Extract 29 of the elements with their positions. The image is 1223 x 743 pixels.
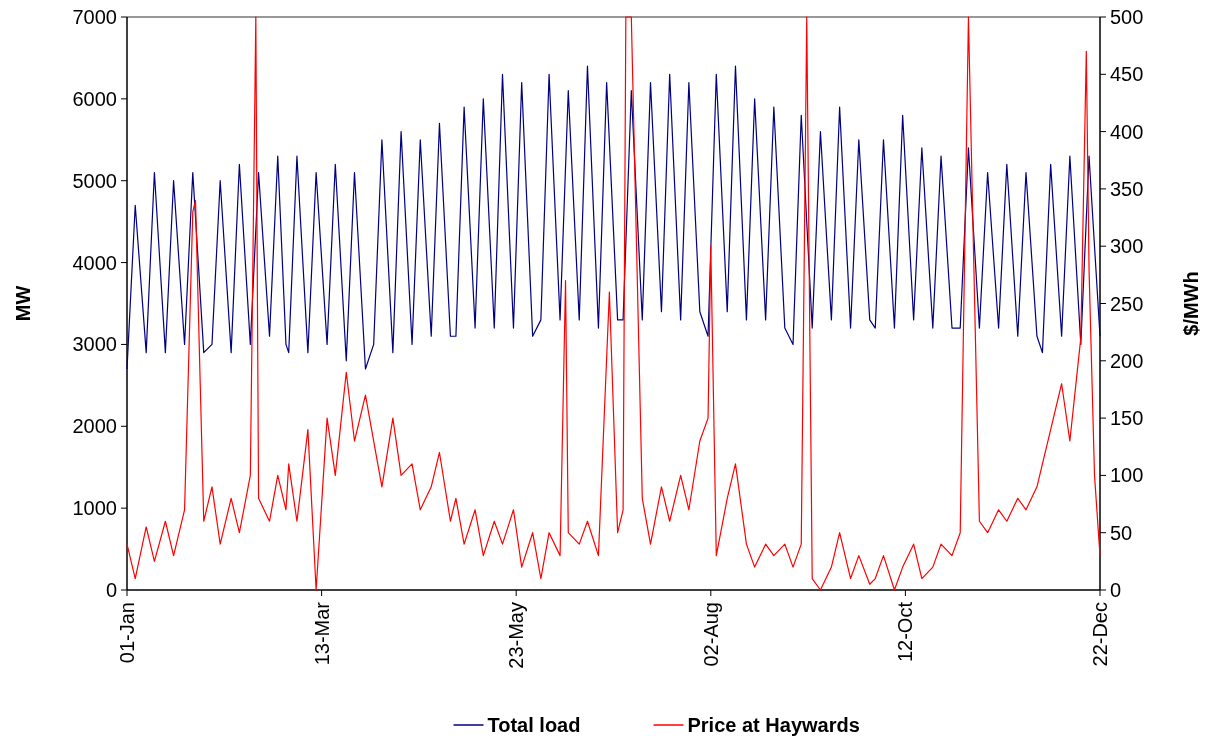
x-tick-label: 23-May — [505, 602, 528, 669]
y2-tick-label: 150 — [1110, 407, 1144, 430]
legend-label: Total load — [487, 714, 581, 736]
y-tick-label: 1000 — [72, 497, 117, 520]
y-tick-label: 4000 — [72, 251, 117, 274]
y-tick-label: 7000 — [72, 6, 117, 28]
x-tick-label: 13-Mar — [310, 601, 333, 666]
y-tick-label: 5000 — [72, 169, 117, 192]
y-axis-title: MW — [12, 285, 34, 322]
y-tick-label: 2000 — [72, 415, 117, 438]
x-tick-label: 01-Jan — [116, 602, 138, 664]
x-tick-label: 22-Dec — [1089, 602, 1111, 667]
y2-tick-label: 500 — [1110, 6, 1144, 28]
y-tick-label: 6000 — [72, 87, 117, 110]
y2-tick-label: 350 — [1110, 177, 1144, 200]
y2-tick-label: 200 — [1110, 349, 1144, 372]
y2-tick-label: 400 — [1110, 120, 1144, 143]
y2-tick-label: 100 — [1110, 464, 1144, 487]
y-tick-label: 0 — [105, 579, 117, 601]
x-tick-label: 02-Aug — [699, 602, 722, 667]
y2-tick-label: 50 — [1110, 521, 1133, 544]
y2-tick-label: 250 — [1110, 292, 1144, 315]
y-tick-label: 3000 — [72, 333, 117, 356]
y2-axis-title: $/MWh — [1180, 271, 1202, 336]
x-tick-label: 12-Oct — [894, 601, 917, 663]
y2-tick-label: 450 — [1110, 63, 1144, 86]
y2-tick-label: 300 — [1110, 235, 1144, 258]
y2-tick-label: 0 — [1110, 579, 1122, 601]
legend-label: Price at Haywards — [687, 714, 860, 736]
